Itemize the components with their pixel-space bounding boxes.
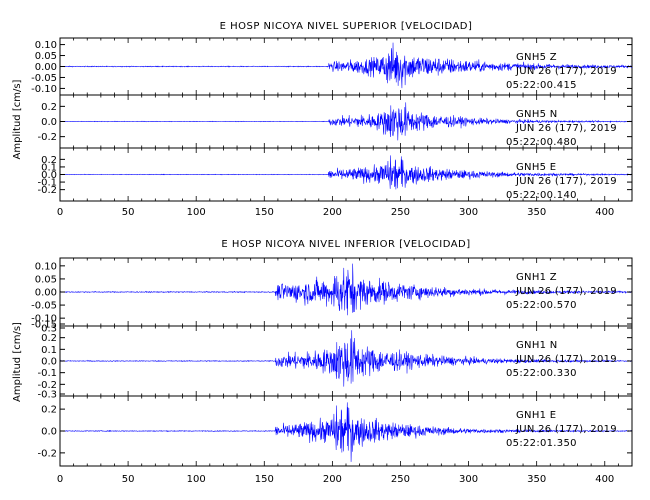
start-time-label: 05:22:00.480	[506, 137, 577, 148]
waveform-line	[59, 330, 633, 387]
y-tick-label: 0.2	[41, 333, 57, 344]
start-time-label: 05:22:00.570	[506, 300, 577, 311]
date-label: JUN 26 (177), 2019	[515, 123, 617, 134]
date-label: JUN 26 (177), 2019	[515, 66, 617, 77]
y-tick-label: 0.10	[35, 261, 57, 272]
y-tick-label: -0.2	[37, 185, 57, 196]
y-tick-label: -0.1	[37, 178, 57, 189]
waveform-line	[59, 102, 633, 141]
waveform-line	[60, 402, 633, 462]
start-time-label: 05:22:00.140	[506, 190, 577, 201]
trace-panel-gnh5-n: 0.2 0.0 -0.2 GNH5 N JUN 26 (177), 2019 05:22:…	[37, 94, 633, 149]
x-tick-label: 400	[595, 474, 614, 485]
y-tick-label: 0.00	[35, 62, 57, 73]
trace-panel-gnh5-z: 0.100.050.00-0.05-0.10 GNH5 Z JUN 26 (177)…	[31, 37, 633, 96]
waveform-line	[59, 263, 633, 316]
y-tick-label: -0.2	[37, 132, 57, 143]
y-tick-label: 0.3	[41, 324, 57, 335]
date-label: JUN 26 (177), 2019	[515, 354, 617, 365]
x-tick-label: 50	[122, 474, 135, 485]
x-tick-label: 0	[57, 474, 63, 485]
station-component-label: GNH5 N	[516, 109, 558, 120]
date-label: JUN 26 (177), 2019	[515, 424, 617, 435]
date-label: JUN 26 (177), 2019	[515, 176, 617, 187]
station-component-label: GNH1 Z	[516, 272, 557, 283]
y-tick-label: 0.0	[41, 170, 57, 181]
chart-inferior: E HOSP NICOYA NIVEL INFERIOR [VELOCIDAD]…	[12, 239, 633, 485]
x-tick-label: 250	[391, 207, 410, 218]
y-tick-label: 0.10	[35, 40, 57, 51]
x-tick-label: 350	[527, 207, 546, 218]
y-tick-label: 0.2	[41, 155, 57, 166]
y-tick-label: 0.0	[41, 357, 57, 368]
y-tick-label: -0.10	[31, 84, 57, 95]
x-tick-label: 100	[187, 474, 206, 485]
x-tick-label: 350	[527, 474, 546, 485]
x-tick-label: 100	[187, 207, 206, 218]
x-tick-label: 50	[122, 207, 135, 218]
date-label: JUN 26 (177), 2019	[515, 286, 617, 297]
trace-panel-gnh1-n: 0.30.20.10.0-0.1-0.2-0.3 GNH1 N JUN 26 (17…	[37, 324, 633, 401]
trace-panel-gnh1-z: 0.10 0.05 0.00 -0.05 -0.10-0.15 GNH1 Z JUN 26 …	[31, 257, 633, 331]
x-tick-label: 150	[255, 474, 274, 485]
y-tick-label: 0.05	[35, 51, 57, 62]
start-time-label: 05:22:00.330	[506, 368, 577, 379]
x-tick-label: 200	[323, 474, 342, 485]
y-tick-label: 0.1	[41, 345, 57, 356]
trace-panel-gnh5-e: 0.20.10.0-0.1-0.2 GNH5 E JUN 26 (177), 201…	[37, 147, 633, 202]
start-time-label: 05:22:01.350	[506, 438, 577, 449]
y-tick-label: -0.2	[37, 448, 57, 459]
waveform-line	[59, 42, 633, 89]
station-component-label: GNH5 Z	[516, 52, 557, 63]
y-tick-label: -0.05	[31, 73, 57, 84]
x-tick-label: 400	[595, 207, 614, 218]
station-component-label: GNH1 N	[516, 340, 558, 351]
y-tick-label: -0.05	[31, 301, 57, 312]
y-tick-label: 0.05	[35, 274, 57, 285]
y-tick-label: 0.2	[41, 102, 57, 113]
chart-title: E HOSP NICOYA NIVEL SUPERIOR [VELOCIDAD]	[220, 21, 473, 32]
y-axis-label: Amplitud [cm/s]	[12, 322, 23, 402]
station-component-label: GNH5 E	[516, 162, 556, 173]
y-tick-label: 0.1	[41, 162, 57, 173]
y-tick-label: -0.2	[37, 380, 57, 391]
y-axis-label: Amplitud [cm/s]	[12, 79, 23, 159]
station-component-label: GNH1 E	[516, 410, 556, 421]
y-tick-label: -0.3	[37, 390, 57, 401]
chart-title: E HOSP NICOYA NIVEL INFERIOR [VELOCIDAD]	[221, 239, 470, 250]
waveform-line	[59, 155, 633, 190]
trace-panel-gnh1-e: 0.2 0.0 -0.2 GNH1 E JUN 26 (177), 2019 05:22:…	[37, 395, 633, 467]
y-tick-label: -0.10	[31, 314, 57, 325]
y-tick-label: -0.1	[37, 368, 57, 379]
y-tick-label: -0.15	[31, 320, 57, 331]
y-tick-label: 0.0	[41, 427, 57, 438]
chart-superior: E HOSP NICOYA NIVEL SUPERIOR [VELOCIDAD]…	[12, 21, 633, 218]
y-tick-label: 0.00	[35, 288, 57, 299]
x-tick-label: 300	[459, 474, 478, 485]
y-tick-label: 0.2	[41, 405, 57, 416]
x-tick-label: 200	[323, 207, 342, 218]
x-tick-label: 250	[391, 474, 410, 485]
x-tick-label: 150	[255, 207, 274, 218]
y-tick-label: 0.0	[41, 117, 57, 128]
x-tick-label: 300	[459, 207, 478, 218]
start-time-label: 05:22:00.415	[506, 80, 577, 91]
x-tick-label: 0	[57, 207, 63, 218]
